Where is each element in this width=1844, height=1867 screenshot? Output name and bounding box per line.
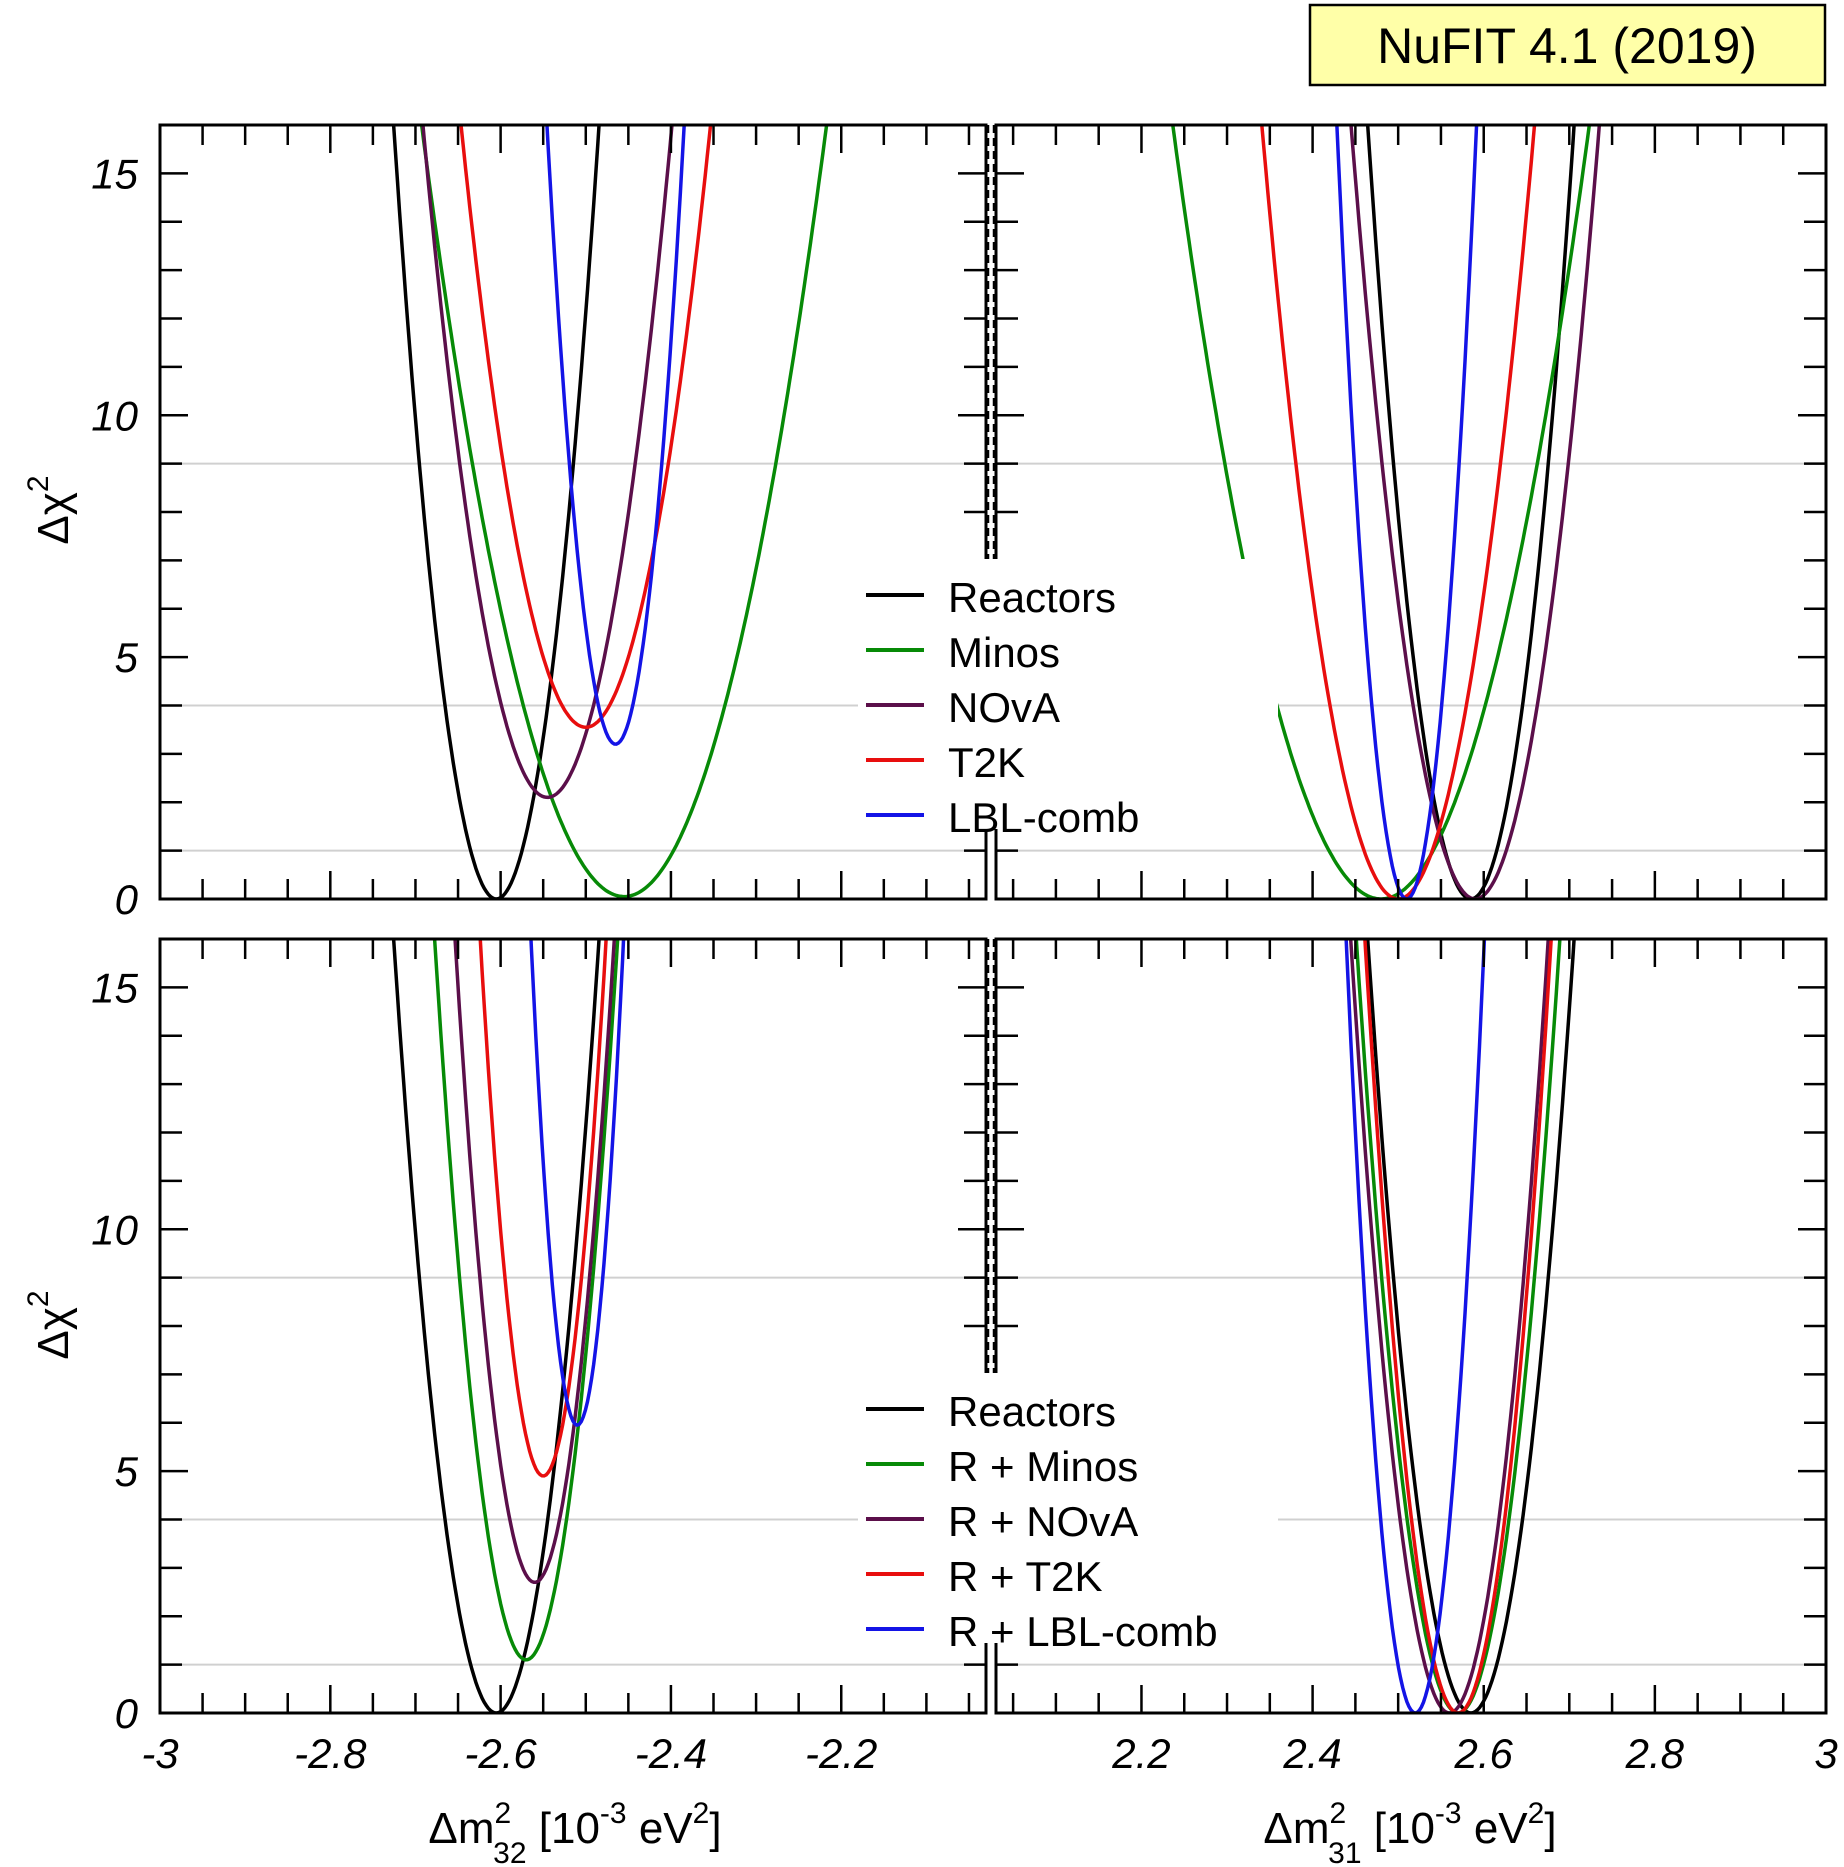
series-reactors-top-right (1365, 125, 1576, 899)
y-tick-label: 10 (91, 1206, 138, 1253)
series-minos-top-right (1171, 125, 1592, 899)
version-badge: NuFIT 4.1 (2019) (1308, 3, 1827, 87)
legend-label: NOvA (948, 684, 1060, 731)
x-tick-label: 2.6 (1454, 1730, 1514, 1777)
legend-label: LBL-comb (948, 794, 1139, 841)
series-r-minos-bottom-left (432, 939, 620, 1662)
series-r-lbl-comb-bottom-left (529, 939, 626, 1428)
x-tick-label: 2.4 (1282, 1730, 1341, 1777)
legend-background (858, 1373, 1278, 1643)
y-axis-label-bottom-main: Δχ (29, 1307, 78, 1360)
legend-label: Minos (948, 629, 1060, 676)
series-reactors-bottom-left (391, 939, 601, 1713)
x-tick-label: -3 (141, 1730, 178, 1777)
y-tick-label: 15 (91, 964, 138, 1011)
series-reactors-bottom-right (1365, 939, 1576, 1713)
legend-label: Reactors (948, 574, 1116, 621)
legend-label: R + Minos (948, 1443, 1138, 1490)
x-tick-label: -2.6 (464, 1730, 537, 1777)
legend-background (858, 559, 1278, 829)
series-r-nova-bottom-left (453, 939, 617, 1585)
version-badge-box (1308, 3, 1827, 87)
svg-text:Δχ2: Δχ2 (22, 475, 78, 544)
y-tick-label: 15 (91, 150, 138, 197)
series-nova-top-right (1349, 125, 1602, 899)
series-minos-top-left (419, 125, 829, 899)
y-axis-label-bottom: Δχ2 (22, 1290, 78, 1359)
legends: Reactors Minos NOvA T2K LBL-comb Reactors R + … (858, 559, 1278, 1655)
series-lbl-comb-top-left (545, 125, 686, 746)
y-axis-label-top-main: Δχ (29, 492, 78, 545)
x-tick-label: 3 (1814, 1730, 1837, 1777)
series-r-minos-bottom-right (1354, 939, 1562, 1713)
x-axis-label-right: Δm2 31 [10-3 eV2] (1263, 1797, 1556, 1867)
legend-top: Reactors Minos NOvA T2K LBL-comb (858, 559, 1278, 841)
x-tick-label: -2.2 (805, 1730, 877, 1777)
axis-tick-labels: 0 5 10 15 0 5 10 15 -3 -2.8 -2.6 -2.4 -2.2 2.2 2.4 2.6 2… (91, 150, 1837, 1777)
series-lbl-comb-top-right (1335, 125, 1479, 899)
y-axis-label-top-sup: 2 (22, 475, 55, 492)
y-tick-label: 5 (115, 634, 139, 681)
x-tick-label: -2.4 (635, 1730, 707, 1777)
series-nova-top-left (421, 125, 674, 800)
y-tick-label: 0 (115, 1690, 139, 1737)
series-t2k-top-right (1260, 125, 1537, 899)
x-tick-label: 2.2 (1111, 1730, 1170, 1777)
y-axis-label-top: Δχ2 (22, 475, 78, 544)
y-tick-label: 5 (115, 1448, 139, 1495)
legend-label: R + LBL-comb (948, 1608, 1218, 1655)
series-r-lbl-comb-bottom-right (1344, 939, 1487, 1713)
legend-bottom: Reactors R + Minos R + NOvA R + T2K R + LBL-… (858, 1373, 1278, 1655)
legend-label: T2K (948, 739, 1025, 786)
y-tick-label: 10 (91, 392, 138, 439)
legend-label: R + T2K (948, 1553, 1102, 1600)
svg-text:Δχ2: Δχ2 (22, 1290, 78, 1359)
x-axis-label-left: Δm2 32 [10-3 eV2] (428, 1797, 721, 1867)
y-tick-label: 0 (115, 876, 139, 923)
y-axis-label-bottom-sup: 2 (22, 1290, 55, 1307)
x-tick-label: 2.8 (1625, 1730, 1685, 1777)
x-tick-label: -2.8 (294, 1730, 367, 1777)
legend-label: R + NOvA (948, 1498, 1138, 1545)
legend-label: Reactors (948, 1388, 1116, 1435)
series-t2k-top-left (459, 125, 713, 730)
series-r-t2k-bottom-left (478, 939, 608, 1478)
axis-ticks (158, 123, 1828, 1715)
version-badge-label: NuFIT 4.1 (2019) (1377, 18, 1757, 74)
series-r-nova-bottom-right (1348, 939, 1551, 1713)
